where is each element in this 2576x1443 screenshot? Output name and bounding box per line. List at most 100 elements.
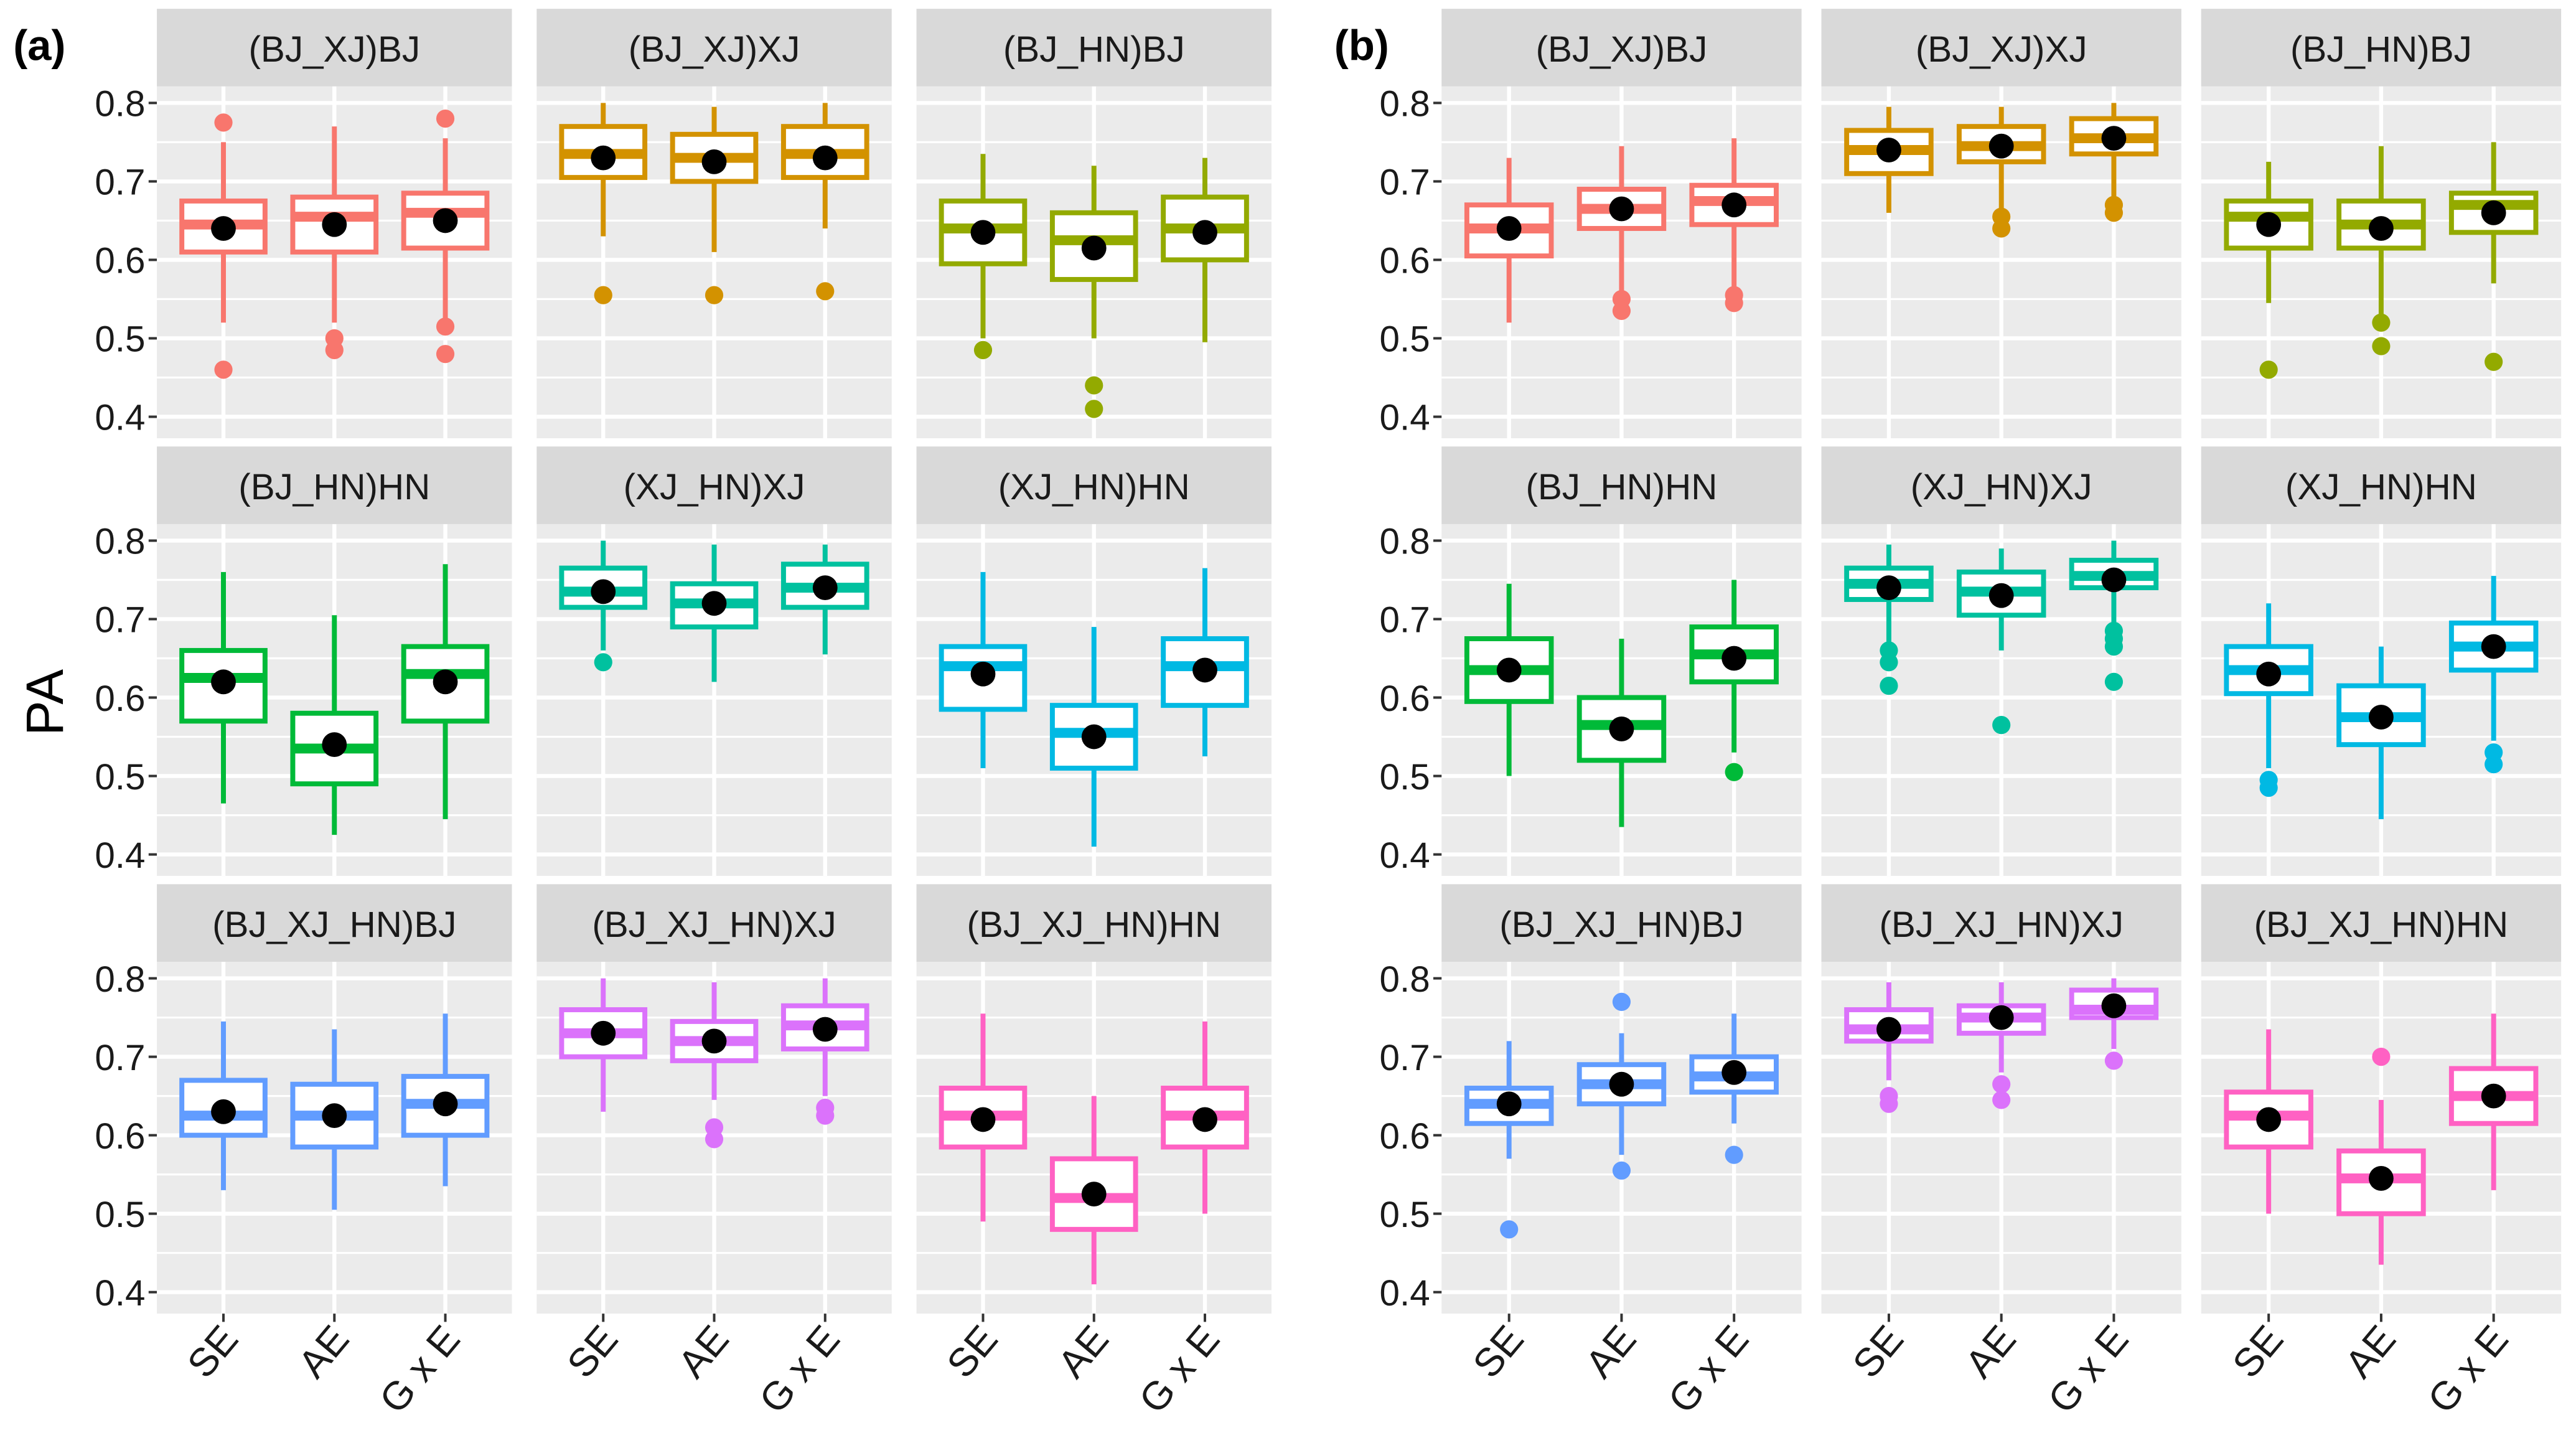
box-ae [290,126,379,359]
mean-point [970,661,996,687]
mean-point [1192,1107,1217,1132]
outlier-point [2485,755,2503,774]
facet-strip [1441,884,1802,962]
mean-point [1081,1182,1107,1207]
x-tick-label: AE [1577,1317,1645,1386]
box-ae [2336,1048,2426,1265]
facet-strip [916,9,1272,87]
y-tick-label: 0.7 [95,600,145,641]
outlier-point [1880,677,1898,695]
box-se [939,571,1028,768]
outlier-point [816,282,835,301]
box-gxe [1689,1013,1779,1164]
mean-point [322,732,347,758]
facet-strip [2201,9,2562,87]
box-ae [1049,1096,1138,1285]
mean-point [2256,1107,2282,1132]
facet: (XJ_HN)HN [916,446,1272,877]
outlier-point [1725,763,1743,781]
mean-point [701,1028,727,1054]
facet: (BJ_XJ_HN)XJ SE AE G x E [1821,884,2181,1422]
mean-point [1496,1091,1522,1117]
box-se [2224,1029,2313,1214]
mean-point [2256,212,2282,237]
mean-point [211,1099,236,1124]
mean-point [1988,133,2014,159]
facet-strip [157,9,512,87]
outlier-point [1500,1220,1519,1239]
facet-title: (BJ_XJ_HN)BJ [1499,905,1743,945]
outlier-point [1725,1145,1743,1164]
mean-point [2369,705,2394,730]
mean-point [2481,634,2506,659]
outlier-point [594,286,612,304]
box-gxe [1161,568,1249,757]
box-se [2224,161,2313,379]
y-tick-label: 0.5 [1380,1195,1430,1235]
facet: (BJ_XJ)BJ 0.4 0.5 0.6 0.7 0.8 [95,9,512,438]
y-tick-label: 0.5 [95,1195,145,1235]
box-ae [1956,548,2046,735]
y-tick-label: 0.7 [1380,1038,1430,1078]
x-tick-label: SE [1464,1317,1532,1386]
facet: (BJ_XJ_HN)BJ 0.4 0.5 0.6 0.7 0.8 SE AE G x E [95,884,512,1422]
outlier-point [2259,360,2278,379]
facet-strip [2201,446,2562,524]
box-ae [670,544,759,682]
x-tick-label: G x E [1131,1317,1229,1422]
mean-point [591,579,616,604]
box-ae [1576,639,1667,827]
y-tick-label: 0.5 [95,319,145,360]
facet-strip [2201,884,2562,962]
box-se [179,113,268,379]
panel-label-a: (a) [13,21,65,69]
x-tick-label: AE [2336,1317,2404,1386]
mean-point [970,1107,996,1132]
box-se [939,154,1028,359]
outlier-point [2104,204,2124,222]
x-tick-label: G x E [2419,1317,2517,1422]
box-se [2224,603,2313,797]
facet-strip [536,446,892,524]
outlier-point [436,109,455,128]
y-tick-label: 0.4 [1380,835,1430,876]
mean-point [970,220,996,245]
box-gxe [2069,103,2159,222]
box-se [939,1013,1028,1222]
x-tick-label: SE [179,1317,246,1386]
box-gxe [401,1013,490,1187]
outlier-point [1612,992,1631,1011]
x-tick-label: G x E [751,1317,848,1422]
mean-point [1081,724,1107,750]
box-ae [290,1029,379,1210]
facet-strip [916,446,1272,524]
facet-strip [1821,884,2181,962]
mean-point [2369,1166,2394,1191]
box-se [179,571,268,804]
facet-title: (XJ_HN)XJ [624,467,805,507]
x-tick-label: AE [1049,1317,1117,1386]
y-tick-label: 0.6 [95,1116,145,1157]
x-tick-label: G x E [2040,1317,2137,1422]
mean-point [591,1020,616,1046]
mean-point [591,145,616,171]
box-ae [670,982,759,1149]
box-ae [1049,627,1138,847]
facet-strip [1821,446,2181,524]
outlier-point [1085,376,1103,395]
facet-title: (BJ_HN)BJ [1003,29,1185,70]
box-se [1464,1041,1554,1239]
box-gxe [2069,978,2159,1070]
facet-title: (XJ_HN)HN [998,467,1190,507]
mean-point [1609,1071,1634,1097]
y-tick-label: 0.8 [1380,84,1430,125]
facet-strip [536,884,892,962]
outlier-point [1992,716,2011,735]
mean-point [1876,575,1901,600]
mean-point [1721,1060,1747,1085]
mean-point [812,575,838,600]
facet-title: (BJ_HN)HN [1525,467,1717,507]
y-tick-label: 0.6 [95,241,145,281]
box-gxe [2069,540,2159,691]
outlier-point [436,345,455,364]
